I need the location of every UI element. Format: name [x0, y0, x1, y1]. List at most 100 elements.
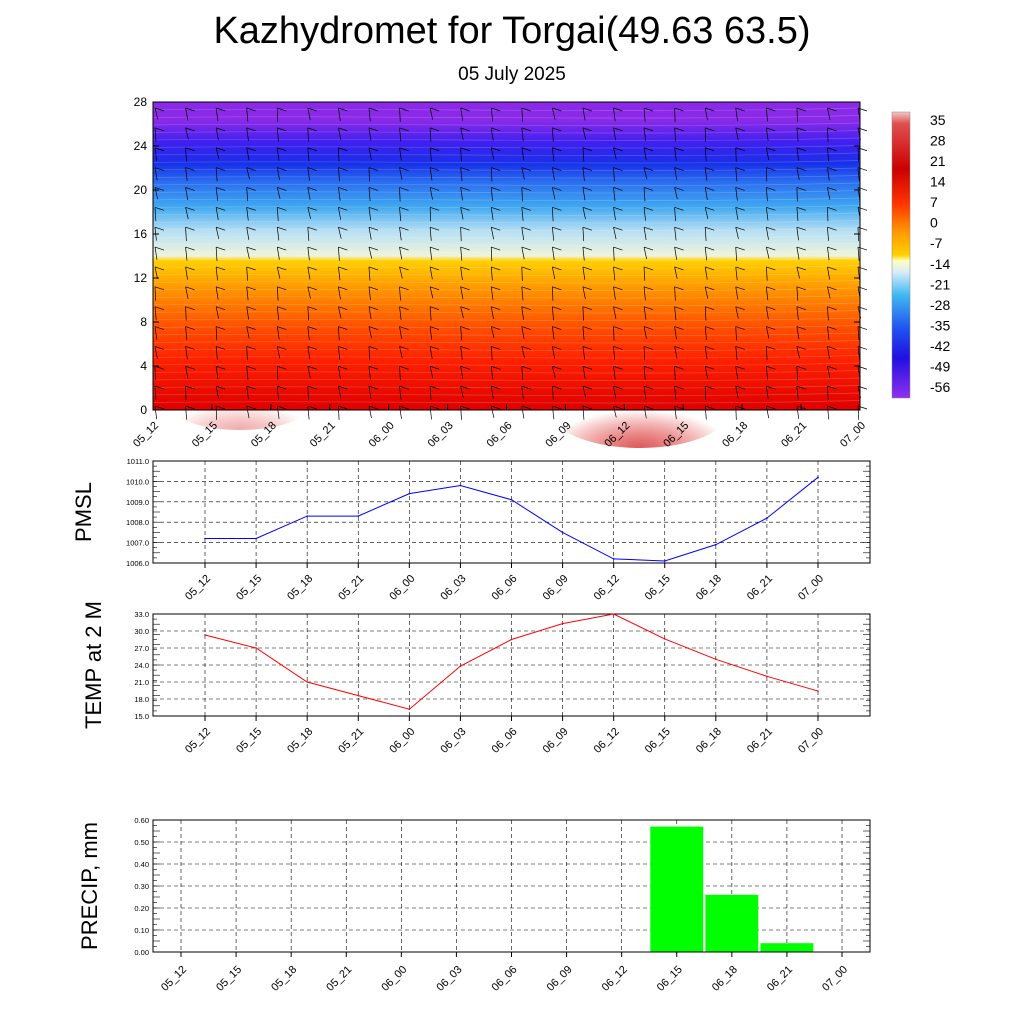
- wind-barb: [827, 107, 831, 121]
- x-tick-label: 05_15: [214, 964, 244, 994]
- wind-barb-flag: [766, 147, 776, 152]
- wind-barb: [552, 346, 555, 359]
- wind-barb: [399, 286, 401, 301]
- wind-barb-flag: [582, 326, 593, 330]
- chart-title: Kazhydromet for Torgai(49.63 63.5): [213, 10, 811, 52]
- wind-barb-flag: [307, 107, 317, 112]
- wind-barb-flag: [154, 207, 165, 211]
- wind-barb-flag: [552, 127, 562, 132]
- contour-line: [152, 340, 861, 344]
- x-tick-label: 05_12: [183, 573, 213, 603]
- wind-barb: [185, 286, 189, 299]
- wind-barb: [765, 266, 768, 281]
- wind-barb: [521, 386, 524, 400]
- contour-line: [152, 152, 861, 156]
- wind-barb-flag: [338, 147, 348, 152]
- wind-barb-flag: [185, 346, 195, 350]
- wind-barb-flag: [399, 326, 409, 330]
- wind-barb: [429, 167, 433, 181]
- colorbar-label: -21: [930, 276, 950, 292]
- wind-barb-flag: [307, 306, 317, 310]
- wind-barb: [490, 127, 494, 141]
- wind-barb: [490, 107, 494, 122]
- wind-barb-flag: [399, 405, 409, 410]
- wind-barb: [643, 246, 647, 260]
- wind-barb-flag: [460, 187, 470, 191]
- precip-bar: [760, 943, 814, 952]
- wind-barb-flag: [643, 385, 654, 390]
- wind-barb: [582, 266, 586, 280]
- wind-barb: [704, 386, 707, 401]
- wind-barb-flag: [216, 385, 226, 390]
- wind-barb-flag: [521, 207, 531, 211]
- wind-barb-flag: [521, 286, 531, 291]
- wind-barb-flag: [582, 306, 593, 310]
- y-tick-label: 1009.0: [126, 498, 149, 507]
- wind-barb-flag: [827, 187, 837, 191]
- wind-barb-flag: [429, 207, 440, 211]
- wind-barb: [246, 386, 249, 400]
- wind-barb: [338, 107, 341, 121]
- wind-barb-flag: [582, 147, 593, 152]
- wind-barb-flag: [735, 346, 745, 350]
- wind-barb-flag: [307, 365, 317, 370]
- wind-barb-flag: [705, 306, 715, 310]
- wind-barb: [185, 266, 188, 280]
- wind-barb: [338, 167, 340, 182]
- wind-barb-flag: [552, 326, 562, 330]
- wind-barb: [735, 266, 738, 281]
- wind-barb-flag: [705, 326, 715, 330]
- wind-barb-flag: [613, 127, 623, 132]
- wind-barb: [765, 366, 769, 380]
- wind-barb-flag: [246, 167, 256, 171]
- contour-line: [152, 175, 861, 179]
- contour-line: [152, 370, 861, 374]
- wind-barb-flag: [735, 107, 745, 112]
- wind-barb-flag: [521, 246, 531, 251]
- wind-barb-flag: [735, 127, 745, 132]
- colorbar-label: -14: [930, 256, 950, 272]
- wind-barb: [735, 326, 737, 341]
- wind-barb-flag: [521, 127, 531, 132]
- wind-barb: [246, 187, 249, 202]
- wind-barb: [490, 167, 493, 182]
- wind-barb-flag: [277, 147, 287, 152]
- wind-barb: [185, 207, 189, 220]
- y-tick-label: 33.0: [134, 610, 149, 619]
- colorbar-label: -35: [930, 317, 950, 333]
- data-point: [357, 515, 360, 517]
- wind-barb-flag: [613, 306, 623, 310]
- wind-barb-flag: [674, 207, 684, 211]
- wind-barb: [246, 127, 249, 141]
- x-tick-label: 05_15: [234, 573, 264, 603]
- wind-barb-flag: [429, 246, 440, 251]
- heatmap-x-tick-label: 06_18: [720, 420, 750, 450]
- data-point: [306, 681, 308, 683]
- wind-barb-flag: [277, 167, 287, 171]
- wind-barb-flag: [582, 207, 593, 211]
- wind-barb-flag: [216, 167, 226, 171]
- wind-barb: [674, 266, 678, 279]
- wind-barb: [521, 207, 524, 221]
- wind-barb: [338, 286, 341, 300]
- wind-barb: [582, 127, 586, 140]
- wind-barb: [276, 187, 281, 200]
- wind-barb-flag: [185, 266, 195, 271]
- x-tick-label: 05_18: [269, 964, 299, 994]
- wind-barb-flag: [368, 207, 379, 211]
- wind-barb: [521, 147, 525, 161]
- heatmap-y-tick-label: 28: [134, 95, 148, 109]
- wind-barb: [613, 107, 616, 122]
- wind-barb-flag: [277, 266, 287, 271]
- wind-barb: [643, 346, 645, 361]
- colorbar-label: 7: [930, 194, 938, 210]
- wind-barb: [552, 366, 556, 378]
- wind-barb-flag: [674, 107, 684, 112]
- contour-line: [152, 167, 861, 171]
- wind-barb: [276, 346, 281, 359]
- contour-line: [152, 400, 861, 404]
- wind-barb-flag: [307, 405, 317, 410]
- wind-barb-flag: [582, 167, 593, 171]
- colorbar-label: -56: [930, 379, 950, 395]
